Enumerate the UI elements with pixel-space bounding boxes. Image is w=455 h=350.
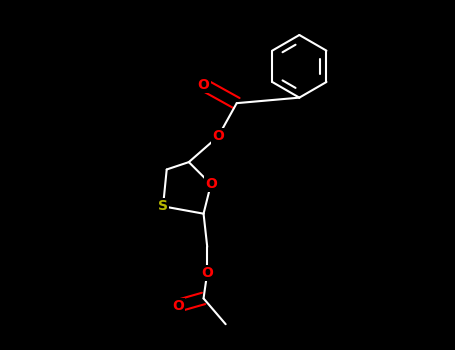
Text: S: S (158, 199, 168, 213)
Text: O: O (172, 299, 184, 313)
Text: O: O (205, 177, 217, 191)
Text: O: O (197, 78, 209, 92)
Text: O: O (201, 266, 213, 280)
Text: O: O (212, 129, 224, 143)
